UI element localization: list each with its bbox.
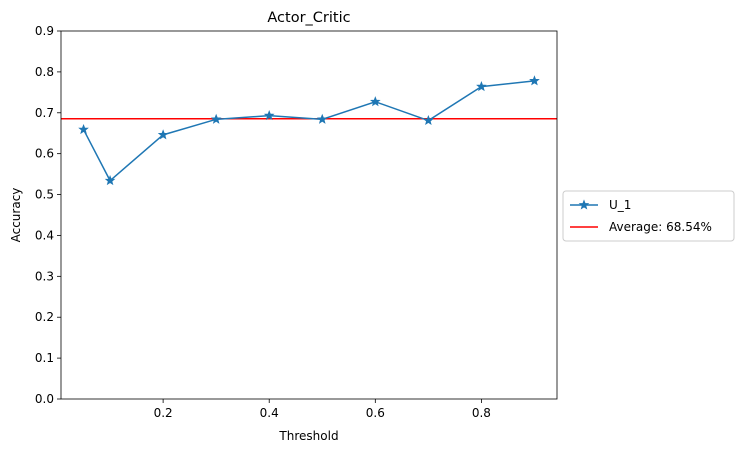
data-point-star — [316, 113, 328, 124]
data-point-star — [263, 110, 275, 121]
x-axis-label: Threshold — [278, 429, 338, 443]
legend-frame — [562, 190, 735, 242]
y-axis-label: Accuracy — [9, 188, 23, 243]
y-tick-label: 0.6 — [35, 147, 54, 161]
x-tick-label: 0.8 — [472, 406, 491, 420]
legend-label-u1: U_1 — [609, 198, 631, 212]
y-tick-label: 0.4 — [35, 228, 54, 242]
data-point-star — [78, 123, 89, 135]
x-tick-label: 0.2 — [154, 406, 173, 420]
chart-title: Actor_Critic — [267, 10, 350, 26]
data-point-star — [369, 96, 381, 107]
y-tick-label: 0.0 — [35, 392, 54, 406]
y-tick-label: 0.2 — [35, 310, 54, 324]
y-tick-label: 0.1 — [35, 351, 54, 365]
plot-frame — [60, 30, 558, 400]
y-tick-label: 0.5 — [35, 188, 54, 202]
data-point-star — [157, 129, 169, 140]
legend-label-average: Average: 68.54% — [609, 220, 712, 234]
x-tick-label: 0.6 — [366, 406, 385, 420]
legend-star-marker — [578, 199, 590, 210]
data-point-star — [210, 113, 222, 124]
data-point-star — [529, 75, 540, 86]
y-tick-label: 0.9 — [35, 24, 54, 38]
y-tick-label: 0.7 — [35, 106, 54, 120]
data-point-star — [423, 114, 434, 126]
y-tick-label: 0.3 — [35, 269, 54, 283]
data-point-star — [104, 175, 116, 186]
series-line-u1 — [82, 80, 535, 182]
legend: U_1 Average: 68.54% — [562, 190, 735, 242]
y-tick-label: 0.8 — [35, 65, 54, 79]
x-tick-label: 0.4 — [260, 406, 279, 420]
data-point-star — [476, 81, 487, 92]
